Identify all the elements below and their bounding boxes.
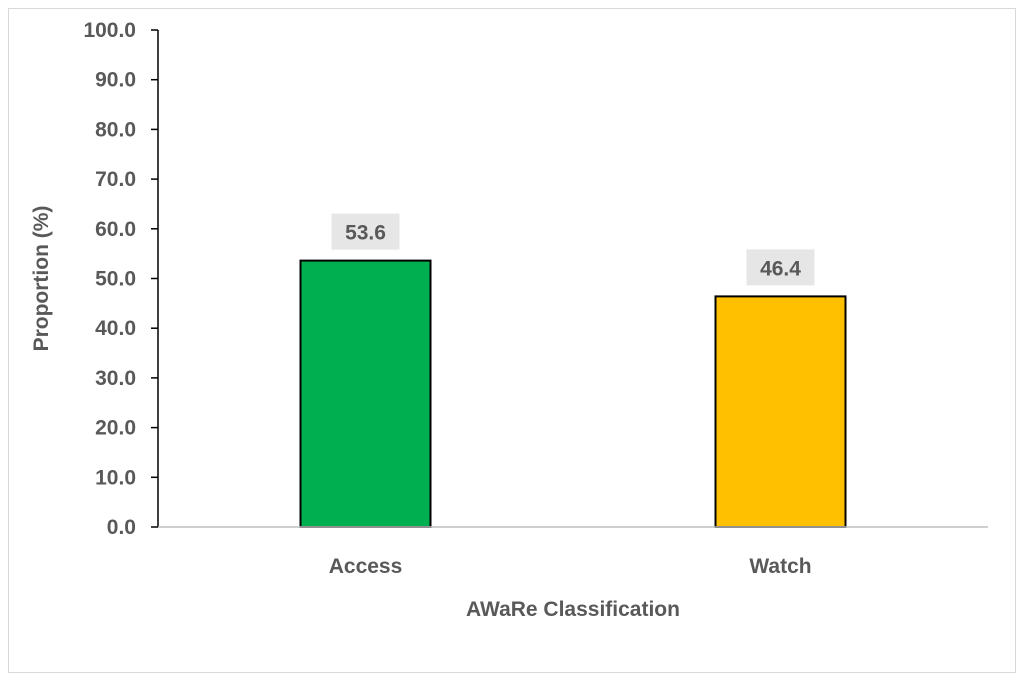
chart-area [8,8,1016,673]
y-tick-label: 100.0 [83,19,136,42]
data-label-value: 53.6 [345,222,386,245]
y-tick-label: 20.0 [95,417,136,440]
y-tick-label: 40.0 [95,317,136,340]
y-tick-label: 50.0 [95,268,136,291]
data-label-background [331,213,400,250]
bar-access [299,259,432,528]
data-label-access: 53.6 [331,213,400,250]
x-axis-title: AWaRe Classification [466,598,680,621]
y-tick-label: 70.0 [95,168,136,191]
y-tick-label: 0.0 [107,516,136,539]
data-label-watch: 46.4 [746,249,815,286]
y-axis-title: Proportion (%) [30,206,53,352]
bar-watch [714,295,847,528]
x-tick-label-access: Access [329,555,403,578]
y-axis-ticks: 0.0 10.0 20.0 30.0 40.0 50.0 60.0 70.0 80.0 90.0 1… [83,19,158,539]
y-tick-label: 90.0 [95,69,136,92]
data-label-background [746,249,815,286]
y-tick-label: 60.0 [95,218,136,241]
x-tick-label-watch: Watch [749,555,811,578]
x-axis-tick-labels: Access Watch [329,555,812,578]
y-tick-label: 80.0 [95,118,136,141]
y-tick-label: 10.0 [95,466,136,489]
y-tick-label: 30.0 [95,367,136,390]
data-label-value: 46.4 [760,257,801,280]
bars [299,259,847,528]
data-labels: 53.6 46.4 [331,213,815,286]
